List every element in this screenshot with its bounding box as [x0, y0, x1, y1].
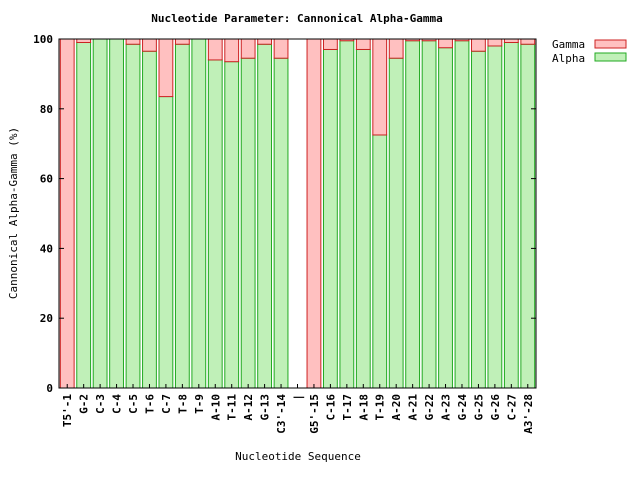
bar-gamma-9 — [207, 38, 223, 61]
bar-alpha-7 — [174, 43, 190, 389]
bar-alpha-11 — [240, 57, 256, 389]
legend: Gamma Alpha — [552, 38, 627, 65]
bar-alpha-8 — [191, 38, 207, 389]
x-tick-label: T-9 — [193, 394, 206, 414]
plot-frame — [58, 38, 537, 389]
bar-gamma-28 — [520, 38, 536, 45]
bar-gamma-19 — [372, 38, 388, 136]
bars-layer — [59, 38, 536, 389]
bar-alpha-1 — [76, 41, 92, 389]
bar-gamma-18 — [355, 38, 371, 50]
x-tick-label: C-16 — [324, 394, 337, 421]
bar-gamma-15 — [306, 38, 322, 389]
x-tick-label: T-11 — [226, 394, 239, 421]
x-tick-label: T5'-1 — [61, 394, 74, 427]
x-tick-label: A3'-28 — [522, 394, 535, 434]
x-tick-label: C-27 — [505, 394, 518, 421]
bar-gamma-25 — [471, 38, 486, 52]
y-tick-label: 80 — [40, 103, 53, 116]
x-tick-label: G-22 — [423, 394, 436, 421]
x-tick-label: C-4 — [111, 394, 124, 414]
bar-alpha-3 — [109, 38, 124, 389]
x-tick-label: A-18 — [357, 394, 370, 421]
y-tick-label: 0 — [46, 382, 53, 395]
x-tick-label: C-5 — [127, 394, 140, 414]
x-tick-label: T-17 — [341, 394, 354, 421]
bar-gamma-23 — [438, 38, 453, 49]
x-tick-label: A-21 — [407, 394, 420, 421]
x-tick-label: T-19 — [374, 394, 387, 421]
x-tick-label: G-26 — [489, 394, 502, 421]
y-tick-label: 40 — [40, 242, 53, 255]
x-tick-label: C-3 — [94, 394, 107, 414]
y-tick-label: 100 — [33, 33, 53, 46]
bar-alpha-18 — [355, 48, 371, 389]
bar-gamma-16 — [322, 38, 338, 50]
x-tick-label: | — [292, 394, 305, 401]
bar-alpha-2 — [92, 38, 108, 389]
x-tick-label: G-2 — [78, 394, 91, 414]
bar-alpha-9 — [207, 59, 223, 389]
legend-label-gamma: Gamma — [552, 38, 585, 51]
bar-gamma-11 — [240, 38, 256, 59]
bar-alpha-23 — [438, 47, 453, 389]
x-axis-label: Nucleotide Sequence — [235, 450, 361, 463]
bar-alpha-10 — [224, 61, 240, 389]
bar-alpha-19 — [372, 134, 388, 389]
x-tick-label: T-8 — [176, 394, 189, 414]
bar-alpha-21 — [405, 40, 421, 389]
x-tick-label: G-25 — [472, 394, 485, 421]
bar-gamma-5 — [142, 38, 157, 52]
x-tick-label: A-10 — [209, 394, 222, 421]
bar-alpha-24 — [454, 40, 470, 389]
x-tick-label: C-7 — [160, 394, 173, 414]
bar-gamma-13 — [273, 38, 289, 59]
x-tick-labels: T5'-1 G-2 C-3 C-4 C-5 T-6 C-7 T-8 T-9 A-10 T-11 A-1… — [61, 384, 535, 434]
bar-alpha-6 — [158, 96, 174, 389]
x-tick-label: G-13 — [259, 394, 272, 421]
bar-alpha-16 — [322, 48, 338, 389]
bar-gamma-4 — [125, 38, 141, 45]
bar-alpha-12 — [257, 43, 273, 389]
bar-alpha-4 — [125, 43, 141, 389]
bar-alpha-13 — [273, 57, 289, 389]
y-tick-label: 60 — [40, 173, 53, 186]
legend-swatch-alpha — [594, 52, 627, 62]
bar-alpha-26 — [487, 45, 503, 389]
bar-gamma-10 — [224, 38, 240, 63]
bar-gamma-6 — [158, 38, 174, 98]
bar-gamma-1 — [76, 38, 92, 43]
bar-alpha-28 — [520, 43, 536, 389]
x-tick-label: C3'-14 — [275, 394, 288, 434]
chart-title: Nucleotide Parameter: Cannonical Alpha-G… — [151, 12, 442, 25]
bar-alpha-5 — [142, 50, 157, 389]
bar-gamma-20 — [388, 38, 404, 59]
bar-alpha-27 — [503, 41, 519, 389]
x-tick-label: G-24 — [456, 394, 469, 421]
bar-gamma-0 — [59, 38, 75, 389]
bar-gamma-7 — [174, 38, 190, 45]
y-tick-labels: 0 20 40 60 80 100 — [33, 33, 536, 395]
y-axis-label: Cannonical Alpha-Gamma (%) — [7, 127, 20, 299]
x-tick-label: A-12 — [242, 394, 255, 421]
x-tick-label: G5'-15 — [308, 394, 321, 434]
bar-gamma-27 — [503, 38, 519, 43]
bar-alpha-17 — [339, 40, 355, 389]
x-tick-label: T-6 — [143, 394, 156, 414]
bar-gamma-12 — [257, 38, 273, 45]
bar-alpha-22 — [421, 40, 437, 389]
y-tick-label: 20 — [40, 312, 53, 325]
bar-alpha-25 — [471, 50, 486, 389]
legend-label-alpha: Alpha — [552, 52, 585, 65]
legend-swatch-gamma — [594, 39, 627, 49]
bar-gamma-26 — [487, 38, 503, 47]
bar-alpha-20 — [388, 57, 404, 389]
x-tick-label: A-23 — [440, 394, 453, 421]
x-tick-label: A-20 — [390, 394, 403, 421]
